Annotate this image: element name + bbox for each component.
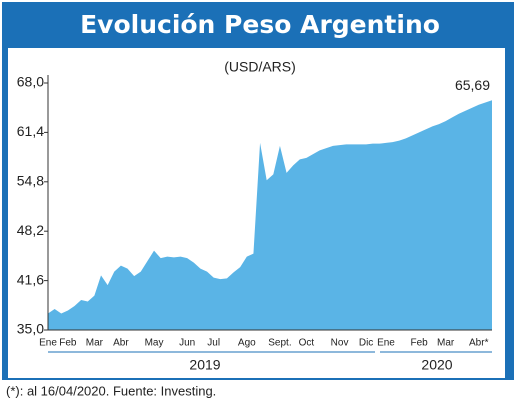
x-tick-label: Feb <box>410 338 428 349</box>
x-tick-label: Abr <box>113 338 129 349</box>
x-tick-label: Mar <box>437 338 455 349</box>
x-tick-label: Jul <box>207 338 220 349</box>
x-tick-label: Ene <box>377 338 395 349</box>
chart-subtitle: (USD/ARS) <box>224 59 296 75</box>
x-tick-label: Mar <box>86 338 104 349</box>
x-tick-label: Feb <box>59 338 77 349</box>
x-tick-label: Jun <box>179 338 195 349</box>
y-tick-label: 68,0 <box>17 74 44 90</box>
y-tick-label: 61,4 <box>17 123 44 139</box>
x-tick-label: Sept. <box>268 338 291 349</box>
x-tick-label: Dic <box>359 338 373 349</box>
y-tick-label: 35,0 <box>17 321 44 337</box>
x-tick-label: Abr* <box>469 338 489 349</box>
chart-title: Evolución Peso Argentino <box>80 10 440 39</box>
y-tick-label: 54,8 <box>17 173 44 189</box>
x-tick-label: May <box>145 338 164 349</box>
year-label: 2019 <box>189 357 220 373</box>
y-tick-label: 48,2 <box>17 222 44 238</box>
x-tick-label: Ene <box>39 338 57 349</box>
value-label: 65,69 <box>455 77 490 93</box>
area <box>48 100 492 330</box>
year-label: 2020 <box>421 357 452 373</box>
x-tick-label: Oct <box>299 338 315 349</box>
x-tick-label: Nov <box>331 338 349 349</box>
y-tick-label: 41,6 <box>17 271 44 287</box>
footnote: (*): al 16/04/2020. Fuente: Investing. <box>6 383 216 398</box>
x-tick-label: Ago <box>238 338 256 349</box>
